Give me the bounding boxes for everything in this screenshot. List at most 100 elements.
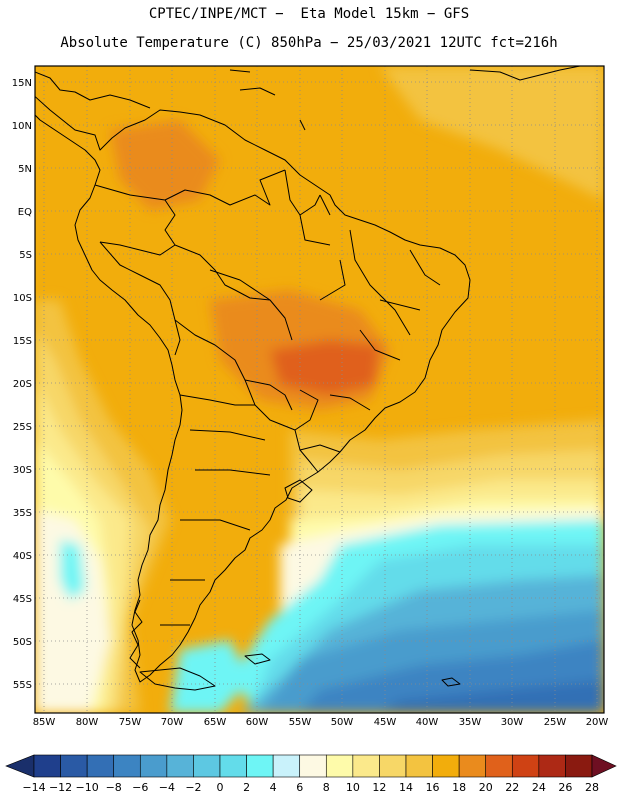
lon-label-85W: 85W bbox=[33, 717, 56, 728]
lon-label-60W: 60W bbox=[246, 717, 269, 728]
lon-label-50W: 50W bbox=[331, 717, 354, 728]
caribbean-islands bbox=[229, 69, 306, 131]
field-t4-west bbox=[60, 540, 85, 600]
venezuela-border bbox=[164, 169, 286, 206]
graticule bbox=[35, 66, 604, 713]
brazil-west-border bbox=[174, 244, 293, 341]
colorbar-label: 22 bbox=[505, 781, 519, 794]
colorbar-label: 24 bbox=[532, 781, 546, 794]
colombia-border bbox=[94, 184, 176, 256]
colorbar-bin bbox=[352, 754, 380, 778]
argentina-border bbox=[179, 394, 319, 473]
colorbar-label: 26 bbox=[558, 781, 572, 794]
lagoa-dos-patos bbox=[284, 479, 313, 503]
colorbar-label: −2 bbox=[185, 781, 201, 794]
colorbar-low-arrow bbox=[5, 754, 35, 778]
lat-label-40S: 40S bbox=[13, 551, 32, 562]
colorbar-label: 4 bbox=[270, 781, 277, 794]
argentina-provinces bbox=[160, 429, 271, 626]
lat-label-10S: 10S bbox=[13, 293, 32, 304]
colorbar-label: −6 bbox=[132, 781, 148, 794]
brazil-states bbox=[209, 214, 441, 411]
coastlines-and-borders bbox=[35, 66, 581, 691]
field-t4-south bbox=[170, 640, 250, 713]
peru-border bbox=[99, 241, 181, 356]
lat-axis-labels: 15N 10N 5N EQ 5S 10S 15S 20S 25S 30S 35S… bbox=[12, 78, 32, 691]
lat-label-15N: 15N bbox=[12, 78, 32, 89]
colorbar-label: 20 bbox=[479, 781, 493, 794]
colorbar-bin bbox=[458, 754, 487, 778]
colorbar-bin bbox=[565, 754, 593, 778]
lat-label-20S: 20S bbox=[13, 379, 32, 390]
lat-label-5S: 5S bbox=[19, 250, 32, 261]
field-t8-west bbox=[35, 510, 110, 713]
colorbar-label: −14 bbox=[22, 781, 45, 794]
chile-fjords bbox=[129, 599, 143, 669]
south-america-coastline bbox=[35, 95, 471, 683]
colorbar-bin bbox=[139, 754, 168, 778]
lon-label-20W: 20W bbox=[586, 717, 609, 728]
field-tm6-atl bbox=[380, 680, 604, 713]
colorbar-label: 2 bbox=[243, 781, 250, 794]
lon-label-40W: 40W bbox=[416, 717, 439, 728]
colorbar-label: 14 bbox=[399, 781, 413, 794]
lon-label-65W: 65W bbox=[204, 717, 227, 728]
colorbar-label: 12 bbox=[372, 781, 386, 794]
plot-frame bbox=[34, 65, 605, 714]
south-georgia bbox=[441, 677, 461, 687]
lon-label-30W: 30W bbox=[501, 717, 524, 728]
colorbar-label: 16 bbox=[426, 781, 440, 794]
colorbar-bin bbox=[166, 754, 194, 778]
colorbar-label: −10 bbox=[76, 781, 99, 794]
colorbar-label: −4 bbox=[159, 781, 175, 794]
colorbar-label: 8 bbox=[323, 781, 330, 794]
colorbar-bin bbox=[325, 754, 354, 778]
colorbar-high-arrow bbox=[591, 754, 617, 778]
colorbar-bin bbox=[33, 754, 61, 778]
colorbar-bin bbox=[86, 754, 115, 778]
lat-label-25S: 25S bbox=[13, 422, 32, 433]
colorbar-bin bbox=[60, 754, 88, 778]
field-t20-north bbox=[110, 120, 220, 210]
uruguay-border bbox=[299, 444, 341, 453]
colorbar-bin bbox=[511, 754, 540, 778]
lat-label-30S: 30S bbox=[13, 465, 32, 476]
colorbar-bin bbox=[219, 754, 247, 778]
colorbar-label: 6 bbox=[296, 781, 303, 794]
colorbar-bin bbox=[485, 754, 513, 778]
field-t22 bbox=[270, 340, 380, 395]
central-america bbox=[35, 66, 581, 109]
lat-label-10N: 10N bbox=[12, 121, 32, 132]
lon-label-25W: 25W bbox=[544, 717, 567, 728]
lat-label-35S: 35S bbox=[13, 508, 32, 519]
colorbar-bin bbox=[405, 754, 433, 778]
bolivia-border bbox=[174, 319, 293, 411]
temperature-field bbox=[35, 66, 604, 713]
lat-label-50S: 50S bbox=[13, 637, 32, 648]
colorbar-bin bbox=[432, 754, 460, 778]
colorbar-bin bbox=[246, 754, 274, 778]
falkland-islands bbox=[244, 653, 271, 665]
lon-label-55W: 55W bbox=[289, 717, 312, 728]
colorbar-label: 18 bbox=[452, 781, 466, 794]
tierra-del-fuego bbox=[139, 667, 216, 691]
colorbar-bin bbox=[538, 754, 566, 778]
lon-label-45W: 45W bbox=[374, 717, 397, 728]
lat-label-45S: 45S bbox=[13, 594, 32, 605]
lat-label-5N: 5N bbox=[18, 164, 32, 175]
lat-label-55S: 55S bbox=[13, 680, 32, 691]
lon-label-70W: 70W bbox=[161, 717, 184, 728]
colorbar-bin bbox=[193, 754, 221, 778]
colorbar-label: −8 bbox=[106, 781, 122, 794]
lat-label-EQ: EQ bbox=[18, 207, 32, 218]
lon-label-35W: 35W bbox=[459, 717, 482, 728]
lon-label-80W: 80W bbox=[76, 717, 99, 728]
lon-axis-labels: 85W 80W 75W 70W 65W 60W 55W 50W 45W 40W … bbox=[33, 717, 609, 728]
field-t16-north bbox=[380, 66, 604, 200]
colorbar-bin bbox=[299, 754, 327, 778]
colorbar-bin bbox=[113, 754, 141, 778]
colorbar-bin bbox=[379, 754, 407, 778]
colorbar-label: 0 bbox=[217, 781, 224, 794]
colorbar-label: 28 bbox=[585, 781, 599, 794]
